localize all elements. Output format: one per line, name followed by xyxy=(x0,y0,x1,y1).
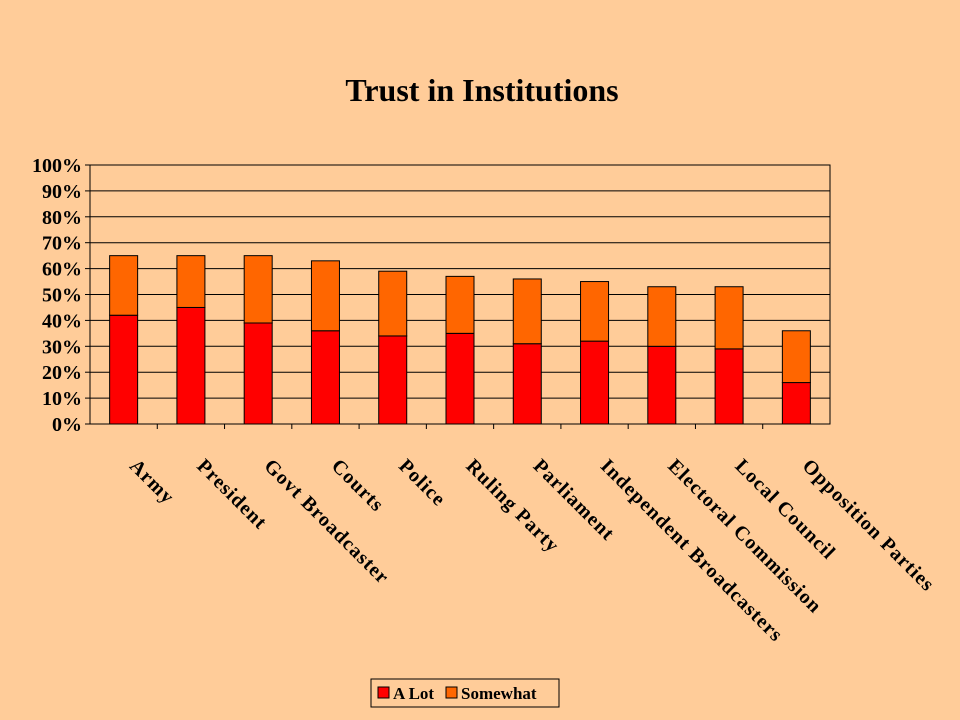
y-tick-label: 40% xyxy=(42,310,82,332)
bar-segment xyxy=(310,260,340,332)
bar-segment xyxy=(781,330,811,384)
y-tick-label: 10% xyxy=(42,388,82,410)
bar-segment xyxy=(176,306,206,425)
y-tick-label: 0% xyxy=(52,414,82,436)
bar-segment xyxy=(378,335,408,425)
y-tick-label: 50% xyxy=(42,285,82,307)
bar-segment xyxy=(512,278,542,345)
chart-title: Trust in Institutions xyxy=(345,72,618,108)
y-tick-label: 100% xyxy=(32,155,82,177)
bar-segment xyxy=(781,382,811,425)
x-tick-label: Army xyxy=(125,455,179,509)
legend-label: Somewhat xyxy=(461,684,537,703)
bar-segment xyxy=(714,348,744,425)
bar-segment xyxy=(243,255,273,324)
legend-box xyxy=(370,678,560,708)
bar-segment xyxy=(580,281,610,342)
y-tick-label: 70% xyxy=(42,233,82,255)
x-tick-label: Police xyxy=(394,455,450,511)
plot-border xyxy=(89,164,831,425)
bar-segment xyxy=(445,332,475,425)
y-tick-label: 20% xyxy=(42,362,82,384)
x-tick-label: Courts xyxy=(327,455,388,516)
legend-swatch xyxy=(377,686,390,699)
bar-segment xyxy=(109,255,139,316)
bar-segment xyxy=(445,275,475,334)
bar-segment xyxy=(647,286,677,347)
axes xyxy=(85,164,831,429)
x-tick-label: Opposition Parties xyxy=(798,455,939,596)
bar-segment xyxy=(647,345,677,425)
bar-segment xyxy=(310,330,340,425)
y-tick-label: 30% xyxy=(42,336,82,358)
legend-label: A Lot xyxy=(393,684,434,703)
bar-segment xyxy=(176,255,206,308)
y-tick-label: 60% xyxy=(42,259,82,281)
legend-swatch xyxy=(445,686,458,699)
bar-segment xyxy=(714,286,744,350)
x-tick-label: Govt Broadcaster xyxy=(260,455,394,589)
bars xyxy=(109,255,811,425)
y-tick-labels: 0% 10% 20% 30% 40% 50% 60% 70% 80% 90% 100% xyxy=(32,155,82,436)
bar-segment xyxy=(109,314,139,425)
x-tick-label: President xyxy=(192,455,271,534)
bar-segment xyxy=(243,322,273,425)
y-tick-label: 80% xyxy=(42,207,82,229)
bar-segment xyxy=(580,340,610,425)
bar-segment xyxy=(378,270,408,337)
y-tick-label: 90% xyxy=(42,181,82,203)
bar-segment xyxy=(512,343,542,425)
legend: A Lot Somewhat xyxy=(370,678,560,708)
